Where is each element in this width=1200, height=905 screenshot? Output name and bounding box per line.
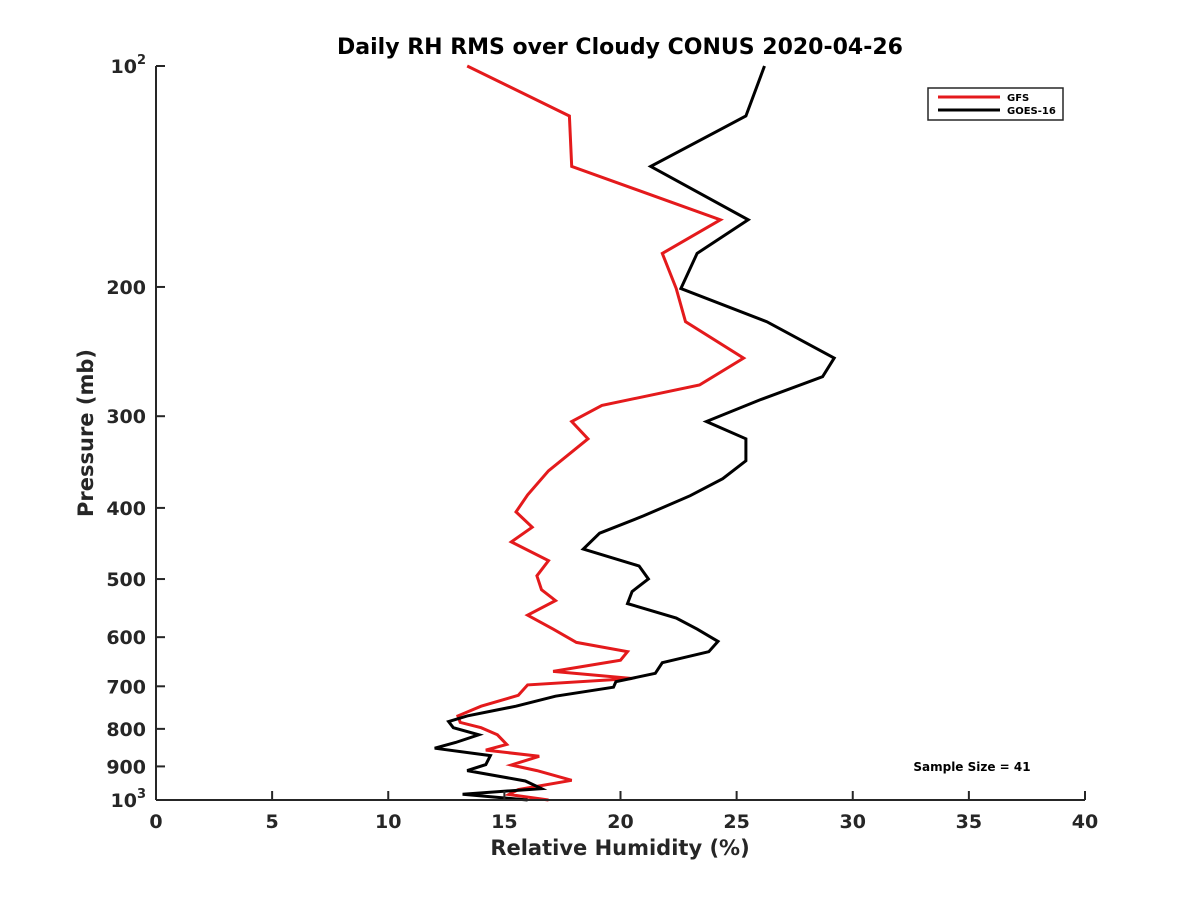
- series-layer: [434, 64, 837, 802]
- x-tick-label: 25: [723, 811, 749, 833]
- y-axis-ticks: 102 200 300 400 500 600 700 800 900 103: [106, 53, 165, 812]
- x-tick-label: 10: [375, 811, 401, 833]
- y-tick-label: 200: [106, 277, 146, 299]
- series-line-gfs: [456, 64, 747, 802]
- y-tick-label: 600: [106, 627, 146, 649]
- y-axis-label: Pressure (mb): [74, 349, 98, 517]
- plot-background: [156, 66, 1085, 800]
- legend: GFS GOES-16: [927, 87, 1064, 121]
- y-tick-label: 400: [106, 498, 146, 520]
- x-tick-label: 35: [956, 811, 982, 833]
- y-tick-label: 700: [106, 676, 146, 698]
- y-tick-label: 102: [111, 53, 147, 78]
- plot-area: 0 5 10 15 20 25 30 35 40 102 200 300 400 500 600 700 80…: [106, 53, 1098, 833]
- y-tick-label: 103: [111, 787, 147, 812]
- y-tick-label: 900: [106, 756, 146, 778]
- x-axis-label: Relative Humidity (%): [490, 836, 749, 860]
- x-tick-label: 5: [266, 811, 279, 833]
- sample-size-annotation: Sample Size = 41: [913, 760, 1030, 774]
- x-tick-label: 0: [149, 811, 162, 833]
- x-tick-label: 15: [491, 811, 517, 833]
- y-tick-label: 500: [106, 569, 146, 591]
- x-tick-label: 20: [607, 811, 633, 833]
- chart-title: Daily RH RMS over Cloudy CONUS 2020-04-2…: [337, 35, 903, 60]
- series-line-goes-16: [434, 65, 837, 802]
- legend-label-gfs: GFS: [1007, 93, 1029, 104]
- legend-label-goes-16: GOES-16: [1007, 106, 1056, 117]
- x-tick-label: 40: [1072, 811, 1098, 833]
- x-tick-label: 30: [840, 811, 866, 833]
- y-tick-label: 800: [106, 719, 146, 741]
- x-axis-ticks: 0 5 10 15 20 25 30 35 40: [149, 791, 1098, 833]
- y-tick-label: 300: [106, 406, 146, 428]
- legend-box: [927, 87, 1064, 121]
